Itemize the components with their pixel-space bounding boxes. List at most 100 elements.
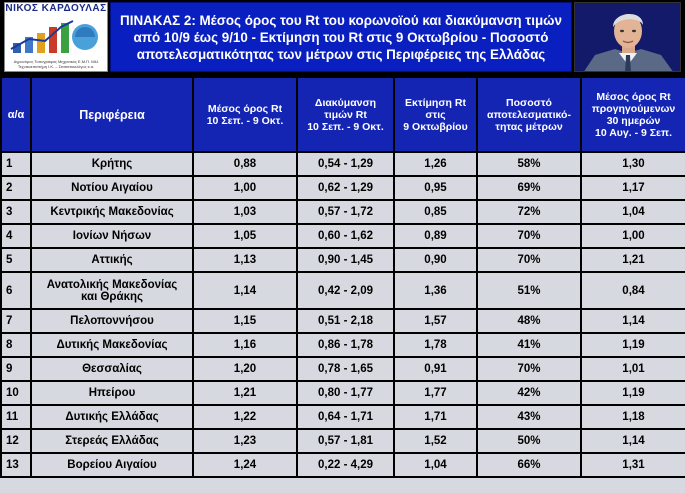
cell-effectiveness: 41% bbox=[476, 332, 582, 358]
cell-effectiveness: 58% bbox=[476, 151, 582, 177]
cell-rt-range: 0,62 - 1,29 bbox=[296, 175, 395, 201]
cell-effectiveness: 66% bbox=[476, 452, 582, 478]
cell-prev-mean-rt: 1,17 bbox=[580, 175, 685, 201]
cell-prev-mean-rt: 1,31 bbox=[580, 452, 685, 478]
cell-prev-mean-rt: 1,18 bbox=[580, 404, 685, 430]
table-row: 4 Ιονίων Νήσων 1,05 0,60 - 1,62 0,89 70% 1,00 bbox=[0, 223, 685, 249]
cell-rt-range: 0,80 - 1,77 bbox=[296, 380, 395, 406]
cell-mean-rt: 1,21 bbox=[192, 380, 298, 406]
cell-index: 13 bbox=[0, 452, 32, 478]
cell-effectiveness: 43% bbox=[476, 404, 582, 430]
cell-rt-estimate: 0,95 bbox=[393, 175, 478, 201]
col-header-region: Περιφέρεια bbox=[30, 76, 194, 153]
cell-effectiveness: 51% bbox=[476, 271, 582, 310]
cell-region: Θεσσαλίας bbox=[30, 356, 194, 382]
cell-region: Δυτικής Ελλάδας bbox=[30, 404, 194, 430]
cell-rt-range: 0,90 - 1,45 bbox=[296, 247, 395, 273]
table-row: 11 Δυτικής Ελλάδας 1,22 0,64 - 1,71 1,71 43% 1… bbox=[0, 404, 685, 430]
cell-effectiveness: 72% bbox=[476, 199, 582, 225]
cell-index: 10 bbox=[0, 380, 32, 406]
cell-mean-rt: 1,16 bbox=[192, 332, 298, 358]
cell-prev-mean-rt: 1,19 bbox=[580, 380, 685, 406]
cell-effectiveness: 69% bbox=[476, 175, 582, 201]
cell-region: Στερεάς Ελλάδας bbox=[30, 428, 194, 454]
author-logo: ΝΙΚΟΣ ΚΑΡΔΟΥΛΑΣ Αγρονόμος Τοπογράφος Μηχ… bbox=[4, 2, 108, 72]
cell-mean-rt: 1,22 bbox=[192, 404, 298, 430]
cell-region: Ηπείρου bbox=[30, 380, 194, 406]
cell-region: Βορείου Αιγαίου bbox=[30, 452, 194, 478]
cell-rt-range: 0,54 - 1,29 bbox=[296, 151, 395, 177]
cell-rt-estimate: 1,52 bbox=[393, 428, 478, 454]
cell-rt-range: 0,57 - 1,81 bbox=[296, 428, 395, 454]
cell-rt-range: 0,22 - 4,29 bbox=[296, 452, 395, 478]
table-title: ΠΙΝΑΚΑΣ 2: Μέσος όρος του Rt του κορωνοϊ… bbox=[110, 2, 572, 72]
logo-name: ΝΙΚΟΣ ΚΑΡΔΟΥΛΑΣ bbox=[5, 3, 107, 14]
cell-rt-estimate: 1,77 bbox=[393, 380, 478, 406]
cell-mean-rt: 1,13 bbox=[192, 247, 298, 273]
title-line-1: ΠΙΝΑΚΑΣ 2: Μέσος όρος του Rt του κορωνοϊ… bbox=[120, 13, 562, 28]
cell-mean-rt: 1,05 bbox=[192, 223, 298, 249]
cell-mean-rt: 1,15 bbox=[192, 308, 298, 334]
cell-index: 12 bbox=[0, 428, 32, 454]
cell-mean-rt: 1,03 bbox=[192, 199, 298, 225]
cell-mean-rt: 1,14 bbox=[192, 271, 298, 310]
cell-effectiveness: 70% bbox=[476, 223, 582, 249]
cell-index: 2 bbox=[0, 175, 32, 201]
cell-rt-estimate: 0,90 bbox=[393, 247, 478, 273]
table-row: 13 Βορείου Αιγαίου 1,24 0,22 - 4,29 1,04 66% 1… bbox=[0, 452, 685, 478]
cell-index: 4 bbox=[0, 223, 32, 249]
cell-mean-rt: 1,24 bbox=[192, 452, 298, 478]
cell-region: Κεντρικής Μακεδονίας bbox=[30, 199, 194, 225]
cell-rt-estimate: 1,78 bbox=[393, 332, 478, 358]
cell-rt-range: 0,64 - 1,71 bbox=[296, 404, 395, 430]
col-header-prev-mean-rt: Μέσος όρος Rt προγηγούμενων 30 ημερών 10… bbox=[580, 76, 685, 153]
cell-effectiveness: 48% bbox=[476, 308, 582, 334]
cell-rt-estimate: 1,36 bbox=[393, 271, 478, 310]
cell-prev-mean-rt: 1,19 bbox=[580, 332, 685, 358]
table-row: 1 Κρήτης 0,88 0,54 - 1,29 1,26 58% 1,30 bbox=[0, 151, 685, 177]
cell-region: Κρήτης bbox=[30, 151, 194, 177]
cell-rt-estimate: 1,04 bbox=[393, 452, 478, 478]
cell-rt-estimate: 0,85 bbox=[393, 199, 478, 225]
cell-index: 9 bbox=[0, 356, 32, 382]
cell-prev-mean-rt: 1,30 bbox=[580, 151, 685, 177]
portrait-image bbox=[575, 3, 680, 71]
col-header-mean-rt: Μέσος όρος Rt 10 Σεπ. - 9 Οκτ. bbox=[192, 76, 298, 153]
cell-effectiveness: 42% bbox=[476, 380, 582, 406]
title-line-3: αποτελεσματικότητας των μέτρων στις Περι… bbox=[136, 47, 546, 62]
cell-region: Νοτίου Αιγαίου bbox=[30, 175, 194, 201]
cell-rt-range: 0,60 - 1,62 bbox=[296, 223, 395, 249]
author-photo bbox=[574, 2, 681, 72]
cell-prev-mean-rt: 1,00 bbox=[580, 223, 685, 249]
cell-rt-range: 0,78 - 1,65 bbox=[296, 356, 395, 382]
rt-table-container: α/α Περιφέρεια Μέσος όρος Rt 10 Σεπ. - 9… bbox=[0, 76, 685, 493]
cell-prev-mean-rt: 1,04 bbox=[580, 199, 685, 225]
cell-rt-range: 0,51 - 2,18 bbox=[296, 308, 395, 334]
cell-rt-range: 0,42 - 2,09 bbox=[296, 271, 395, 310]
cell-index: 8 bbox=[0, 332, 32, 358]
table-row: 2 Νοτίου Αιγαίου 1,00 0,62 - 1,29 0,95 69% 1,1… bbox=[0, 175, 685, 201]
cell-rt-estimate: 1,71 bbox=[393, 404, 478, 430]
cell-prev-mean-rt: 0,84 bbox=[580, 271, 685, 310]
table-body: 1 Κρήτης 0,88 0,54 - 1,29 1,26 58% 1,30 2 Νοτίου… bbox=[0, 151, 685, 478]
cell-mean-rt: 0,88 bbox=[192, 151, 298, 177]
table-row: 3 Κεντρικής Μακεδονίας 1,03 0,57 - 1,72 0,85… bbox=[0, 199, 685, 225]
table-row: 7 Πελοποννήσου 1,15 0,51 - 2,18 1,57 48% 1,14 bbox=[0, 308, 685, 334]
cell-mean-rt: 1,23 bbox=[192, 428, 298, 454]
cell-index: 6 bbox=[0, 271, 32, 310]
cell-mean-rt: 1,20 bbox=[192, 356, 298, 382]
table-row: 5 Αττικής 1,13 0,90 - 1,45 0,90 70% 1,21 bbox=[0, 247, 685, 273]
cell-mean-rt: 1,00 bbox=[192, 175, 298, 201]
title-line-2: από 10/9 έως 9/10 - Εκτίμηση του Rt στις… bbox=[133, 30, 549, 45]
cell-effectiveness: 70% bbox=[476, 247, 582, 273]
table-row: 9 Θεσσαλίας 1,20 0,78 - 1,65 0,91 70% 1,01 bbox=[0, 356, 685, 382]
cell-region: Πελοποννήσου bbox=[30, 308, 194, 334]
col-header-rt-estimate: Εκτίμηση Rt στις 9 Οκτωβρίου bbox=[393, 76, 478, 153]
table-row: 12 Στερεάς Ελλάδας 1,23 0,57 - 1,81 1,52 50% 1… bbox=[0, 428, 685, 454]
logo-chart-graphic bbox=[10, 20, 98, 53]
cell-prev-mean-rt: 1,14 bbox=[580, 428, 685, 454]
table-row: 10 Ηπείρου 1,21 0,80 - 1,77 1,77 42% 1,19 bbox=[0, 380, 685, 406]
rt-table: α/α Περιφέρεια Μέσος όρος Rt 10 Σεπ. - 9… bbox=[0, 76, 685, 478]
cell-region: Δυτικής Μακεδονίας bbox=[30, 332, 194, 358]
table-header-row: α/α Περιφέρεια Μέσος όρος Rt 10 Σεπ. - 9… bbox=[0, 76, 685, 153]
